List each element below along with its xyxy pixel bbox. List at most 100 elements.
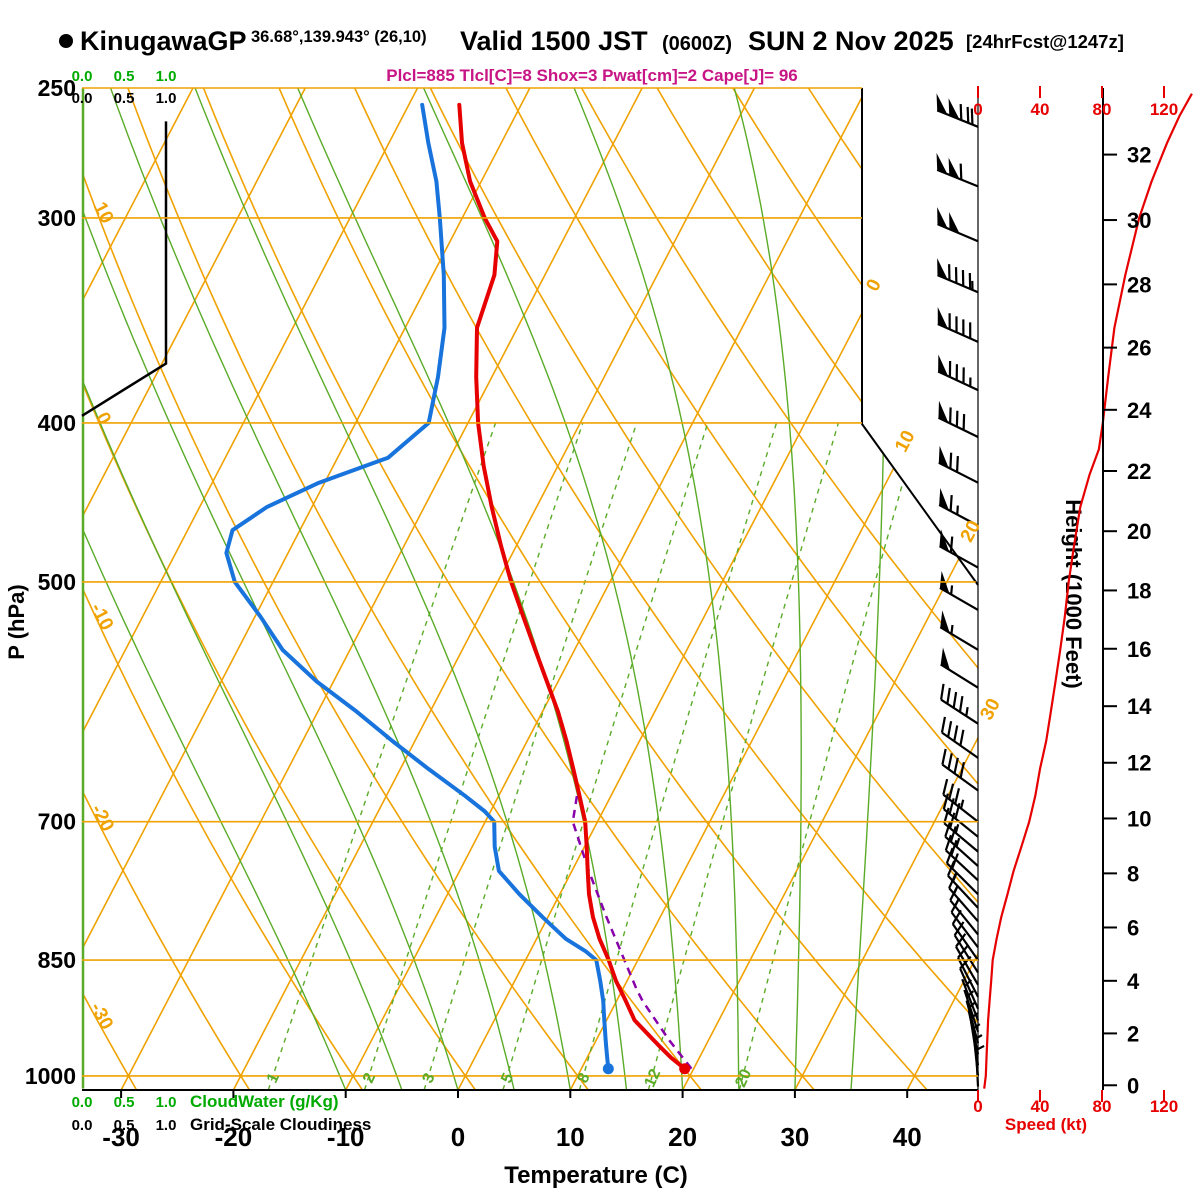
wind-barb bbox=[937, 354, 979, 392]
pressure-tick-label: 400 bbox=[38, 410, 76, 436]
wind-barb bbox=[938, 529, 979, 569]
wind-barb bbox=[942, 778, 979, 823]
cloudwater-scale-tick-top: 0.5 bbox=[114, 68, 135, 85]
cloud-cover-profile bbox=[81, 121, 168, 417]
speed-tick-label-bottom: 0 bbox=[973, 1097, 982, 1116]
mixing-ratio-line bbox=[578, 422, 778, 1090]
wind-barb bbox=[944, 834, 979, 882]
dry-adiabat-line bbox=[82, 88, 589, 1090]
height-tick-label: 6 bbox=[1127, 915, 1139, 940]
wind-barb bbox=[974, 1042, 985, 1087]
dry-adiabat-label: -20 bbox=[86, 801, 117, 835]
isotherm-label: 30 bbox=[976, 695, 1004, 724]
valid-time: Valid 1500 JST bbox=[460, 26, 648, 56]
speed-tick-label-bottom: 80 bbox=[1093, 1097, 1112, 1116]
temperature-tick-label: 40 bbox=[893, 1122, 922, 1152]
cloudiness-scale-tick-top: 0.5 bbox=[114, 90, 135, 107]
pressure-tick-label: 250 bbox=[38, 75, 76, 101]
temperature-curve bbox=[457, 102, 687, 1071]
isotherm-line bbox=[120, 88, 643, 1090]
wind-barb bbox=[965, 1000, 980, 1044]
isotherm-label: 20 bbox=[957, 517, 985, 546]
temperature-tick-label: 10 bbox=[556, 1122, 585, 1152]
cloudiness-scale-tick-top: 0.0 bbox=[72, 90, 93, 107]
speed-tick-label-top: 40 bbox=[1031, 100, 1050, 119]
valid-date: SUN 2 Nov 2025 bbox=[748, 26, 954, 56]
dewpoint-curve bbox=[224, 102, 611, 1071]
height-tick-label: 18 bbox=[1127, 578, 1151, 603]
moist-adiabat-line bbox=[194, 88, 571, 1090]
height-axis-label: Height (1000 Feet) bbox=[1061, 499, 1086, 689]
temperature-tick-label: -30 bbox=[102, 1122, 140, 1152]
mixing-ratio-line bbox=[423, 422, 638, 1090]
cloudiness-scale-tick-bottom: 1.0 bbox=[156, 1117, 177, 1134]
wind-barb bbox=[939, 610, 979, 651]
height-tick-label: 22 bbox=[1127, 459, 1151, 484]
cloudwater-scale-tick-bottom: 0.5 bbox=[114, 1094, 135, 1111]
cloudwater-scale-tick-top: 0.0 bbox=[72, 68, 93, 85]
cloud-profiles bbox=[81, 88, 168, 1089]
height-tick-label: 8 bbox=[1127, 861, 1139, 886]
moist-adiabat-line bbox=[82, 88, 347, 1090]
surface-temperature-dot bbox=[679, 1063, 691, 1075]
isotherm-label: 0 bbox=[862, 276, 886, 295]
temperature-tick-label: -20 bbox=[215, 1122, 253, 1152]
dry-adiabat-label: -30 bbox=[86, 999, 117, 1033]
moist-adiabat-line bbox=[573, 88, 740, 1090]
temperature-tick-label: 0 bbox=[451, 1122, 465, 1152]
wind-barb bbox=[936, 93, 979, 128]
speed-tick-label-top: 0 bbox=[973, 100, 982, 119]
dry-adiabat-line bbox=[580, 88, 978, 1090]
mixing-ratio-label: 2 bbox=[360, 1071, 379, 1086]
dry-adiabat-line bbox=[127, 88, 702, 1090]
isotherm-line bbox=[82, 88, 194, 1090]
moist-adiabat-line bbox=[82, 88, 459, 1090]
height-tick-label: 2 bbox=[1127, 1021, 1139, 1046]
adiabat-lattice bbox=[82, 88, 978, 1090]
station-coords: 36.68°,139.943° (26,10) bbox=[251, 28, 427, 46]
height-tick-label: 0 bbox=[1127, 1073, 1139, 1098]
pressure-tick-label: 700 bbox=[38, 809, 76, 835]
station-name: KinugawaGP bbox=[80, 26, 247, 56]
station-bullet-icon bbox=[59, 34, 73, 48]
wind-barb bbox=[936, 152, 979, 188]
pressure-axis-label: P (hPa) bbox=[4, 584, 29, 659]
cloudwater-scale-tick-top: 1.0 bbox=[156, 68, 177, 85]
speed-tick-label-top: 80 bbox=[1093, 100, 1112, 119]
isotherm-line bbox=[232, 88, 756, 1090]
wind-barb bbox=[938, 445, 979, 484]
wind-barb bbox=[942, 793, 979, 838]
dry-adiabat-line bbox=[429, 88, 978, 1090]
temperature-axis-label: Temperature (C) bbox=[504, 1162, 688, 1189]
dry-adiabat-line bbox=[202, 88, 815, 1090]
wind-barb bbox=[955, 933, 979, 986]
speed-axis-label: Speed (kt) bbox=[1005, 1115, 1087, 1134]
wind-barbs bbox=[936, 93, 985, 1087]
moist-adiabat-line bbox=[297, 88, 628, 1090]
isotherm-line bbox=[344, 88, 868, 1090]
mixing-ratio-label: 20 bbox=[732, 1067, 755, 1090]
isotherm-line bbox=[82, 88, 419, 1090]
isotherm-line bbox=[457, 88, 978, 1090]
isotherm-line bbox=[82, 88, 306, 1090]
cloudiness-scale-label: Grid-Scale Cloudiness bbox=[190, 1115, 371, 1134]
dry-adiabat-line bbox=[505, 88, 978, 1090]
dry-adiabat-line bbox=[732, 88, 978, 1090]
cloudwater-scale-label: CloudWater (g/Kg) bbox=[190, 1092, 339, 1111]
wind-speed-profile bbox=[983, 93, 1193, 1089]
dry-adiabat-line bbox=[353, 88, 978, 1090]
mixing-ratio-line bbox=[738, 422, 921, 1090]
wind-barb bbox=[963, 989, 980, 1033]
wind-barb bbox=[941, 748, 979, 792]
moist-adiabat-line bbox=[82, 88, 403, 1090]
wind-barb bbox=[938, 487, 979, 527]
dry-adiabat-line bbox=[82, 88, 251, 1090]
plot-boundary bbox=[82, 88, 979, 1091]
isotherm-line bbox=[569, 88, 978, 1090]
mixing-ratio-line bbox=[363, 422, 584, 1090]
height-tick-label: 26 bbox=[1127, 336, 1151, 361]
wind-barb bbox=[957, 944, 979, 998]
mixing-ratio-label: 12 bbox=[642, 1067, 665, 1090]
parcel-curve bbox=[571, 790, 693, 1070]
